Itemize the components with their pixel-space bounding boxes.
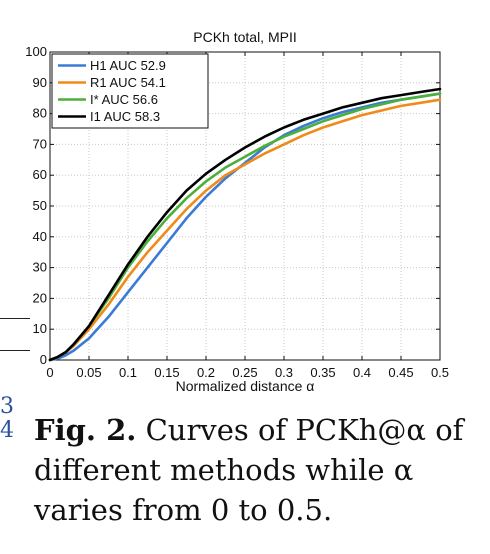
legend-label-4: I1 AUC 58.3 [90, 109, 160, 124]
legend-label-1: H1 AUC 52.9 [90, 58, 166, 73]
y-tick-label: 20 [33, 290, 47, 305]
chart-title: PCKh total, MPII [193, 29, 296, 45]
x-tick-label: 0.4 [353, 365, 371, 380]
margin-fragment-bottom: 4 [0, 418, 14, 443]
x-tick-label: 0.2 [197, 365, 215, 380]
figure-caption: Fig. 2. Curves of PCKh@α of different me… [34, 410, 474, 530]
margin-rule-top [0, 318, 30, 319]
series-line-4 [48, 87, 442, 362]
x-tick-label: 0.05 [76, 365, 101, 380]
y-tick-label: 90 [33, 75, 47, 90]
y-tick-label: 10 [33, 321, 47, 336]
margin-fragment-top: 3 [0, 394, 14, 419]
series-line-1 [48, 92, 442, 362]
y-tick-label: 0 [40, 352, 47, 367]
y-tick-label: 80 [33, 106, 47, 121]
y-tick-label: 100 [25, 44, 47, 59]
x-tick-label: 0.1 [119, 365, 137, 380]
x-tick-label: 0 [46, 365, 53, 380]
figure-label: Fig. 2. [34, 413, 137, 447]
y-tick-label: 60 [33, 167, 47, 182]
y-tick-label: 30 [33, 260, 47, 275]
y-tick-label: 40 [33, 229, 47, 244]
x-tick-label: 0.25 [232, 365, 257, 380]
pckh-chart: 0 0.05 0.1 0.15 0.2 0.25 0.3 0.35 0.4 0.45 0.5 0 10 2… [25, 29, 449, 394]
chart-svg: 0 0.05 0.1 0.15 0.2 0.25 0.3 0.35 0.4 0.45 0.5 0 10 2… [25, 29, 449, 394]
caption-text: Curves of PCKh@α of different methods wh… [34, 413, 464, 527]
y-tick-label: 70 [33, 136, 47, 151]
y-tick-label: 50 [33, 198, 47, 213]
x-tick-label: 0.15 [154, 365, 179, 380]
margin-rule-bottom [0, 350, 30, 351]
x-tick-label: 0.35 [310, 365, 335, 380]
x-axis-label: Normalized distance α [176, 378, 315, 394]
x-tick-label: 0.3 [275, 365, 293, 380]
x-tick-label: 0.5 [431, 365, 449, 380]
x-tick-label: 0.45 [388, 365, 413, 380]
legend-label-2: R1 AUC 54.1 [90, 75, 166, 90]
series-line-2 [48, 98, 442, 362]
legend-label-3: I* AUC 56.6 [90, 92, 158, 107]
